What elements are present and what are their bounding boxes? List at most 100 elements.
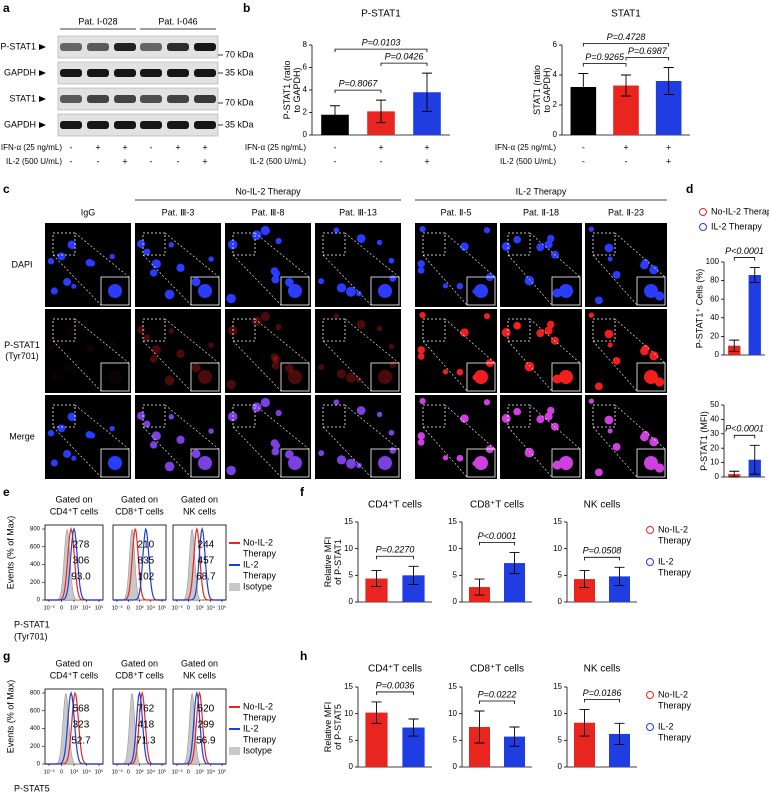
inset-cell (288, 284, 302, 298)
cell (417, 432, 425, 440)
y-tick-label: 800 (30, 691, 41, 697)
cell (149, 269, 158, 277)
legend-marker (699, 208, 707, 216)
error-bar (621, 74, 631, 97)
inset-cell (559, 456, 573, 470)
mfi-value: 835 (138, 556, 155, 567)
zoom-lines (592, 318, 666, 392)
cell (270, 267, 279, 276)
cell (226, 465, 236, 476)
cell (271, 275, 280, 284)
p-value: P<0.0001 (478, 531, 517, 541)
cell (63, 277, 72, 286)
y-tick-label: 0 (558, 762, 563, 771)
cell (226, 293, 236, 304)
cell (641, 344, 650, 353)
zoom-box (507, 404, 531, 428)
panel-label: a (3, 1, 10, 15)
x-tick-label: 10⁻³ (112, 605, 123, 611)
legend-label: No-IL-2 (658, 524, 688, 534)
chart-title: STAT1 (611, 9, 641, 20)
micrograph (315, 309, 401, 393)
zoom-lines (52, 318, 130, 392)
legend-marker (646, 691, 654, 699)
y-axis-label: Events (% of Max) (5, 680, 15, 754)
x-tick-label: 10⁻³ (44, 605, 55, 611)
zoom-box (507, 232, 531, 256)
cell (143, 420, 151, 428)
cell (191, 363, 201, 373)
zoom-box (592, 232, 616, 256)
treatment-sign: - (582, 156, 585, 166)
error-bar (729, 470, 740, 478)
gate-label: Gated on (121, 494, 158, 504)
zoom-box (232, 232, 256, 256)
gate-label: Gated on (55, 658, 92, 668)
cell (275, 237, 282, 245)
cell (612, 270, 621, 279)
il2-curve (113, 527, 166, 601)
zoom-lines (592, 404, 666, 478)
p-value: P=0.8067 (339, 79, 379, 89)
cell (547, 234, 555, 243)
cell (604, 415, 614, 425)
marker-label: 70 kDa (225, 97, 254, 107)
panel-label: d (686, 182, 693, 196)
cell (67, 412, 77, 422)
micrograph (45, 309, 131, 393)
cell (417, 352, 425, 360)
p-value: P<0.0001 (725, 424, 764, 434)
error-bar (614, 566, 625, 586)
cell (88, 346, 96, 353)
zoom-box (142, 404, 166, 428)
cell (547, 320, 555, 329)
y-tick-label: 80 (710, 276, 719, 285)
zoom-lines (322, 232, 400, 306)
treatment-sign: + (175, 142, 180, 152)
mfi-value: 323 (73, 720, 90, 731)
inset-cell (474, 370, 488, 384)
cell (544, 326, 553, 335)
blot-band (60, 95, 82, 103)
p-value: P=0.4728 (607, 32, 646, 42)
x-tick-label: 10⁵ (218, 604, 226, 611)
y-axis-label: of P-STAT1 (333, 539, 343, 585)
y-tick-label: 8 (303, 40, 308, 49)
cell (151, 431, 161, 441)
cell (388, 429, 395, 436)
cell (284, 277, 294, 287)
zoom-box (142, 232, 166, 256)
inset-cell (288, 370, 302, 384)
treatment-label: IFN-α (25 ng/mL) (245, 143, 306, 152)
legend-label: Therapy (658, 732, 692, 742)
row-label: (Tyr701) (5, 351, 39, 361)
cell (604, 329, 614, 339)
chart-title: P-STAT1 (361, 9, 401, 20)
y-axis-label: Relative MFI (323, 702, 333, 753)
cell (460, 328, 469, 337)
il2-curve (45, 691, 103, 765)
y-tick-label: 0 (349, 597, 354, 606)
y-axis-label: STAT1 (ratio (532, 65, 542, 115)
cell (275, 323, 282, 331)
column-header: Pat. Ⅲ-3 (162, 207, 195, 217)
significance-bracket (582, 43, 670, 47)
inset-cell (198, 456, 212, 470)
blot-band (167, 69, 189, 77)
inset (190, 448, 220, 478)
blot-band (114, 95, 136, 103)
cell (251, 230, 262, 241)
significance-bracket (584, 556, 620, 561)
y-tick-label: 40 (710, 313, 719, 322)
cell (50, 459, 58, 467)
cell (442, 455, 449, 461)
error-bar (408, 565, 419, 585)
cell (270, 439, 279, 448)
mfi-value: 306 (73, 556, 90, 567)
mfi-value: 71.3 (136, 736, 156, 747)
inset-cell (559, 370, 573, 384)
inset-cell (644, 456, 658, 470)
mfi-value: 102 (138, 572, 155, 583)
x-tick-label: 10⁻³ (172, 769, 183, 775)
cell (149, 441, 158, 449)
